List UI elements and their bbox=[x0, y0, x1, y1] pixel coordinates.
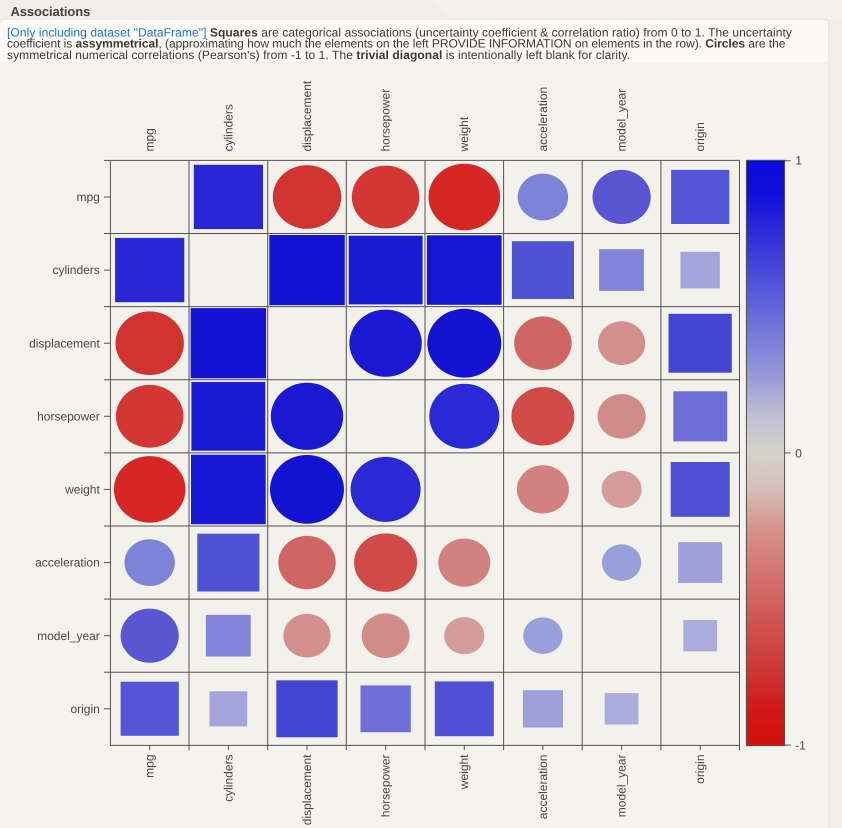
svg-text:horsepower: horsepower bbox=[37, 409, 100, 423]
svg-text:acceleration: acceleration bbox=[35, 556, 100, 570]
svg-text:symmetrical numerical correlat: symmetrical numerical correlations (Pear… bbox=[7, 48, 630, 62]
svg-text:cylinders: cylinders bbox=[52, 263, 99, 277]
svg-text:mpg: mpg bbox=[143, 128, 157, 151]
svg-text:model_year: model_year bbox=[615, 754, 629, 817]
svg-text:origin: origin bbox=[693, 755, 707, 784]
svg-text:displacement: displacement bbox=[300, 754, 314, 825]
svg-text:cylinders: cylinders bbox=[221, 755, 235, 802]
svg-text:origin: origin bbox=[70, 702, 99, 716]
svg-text:weight: weight bbox=[64, 483, 100, 497]
svg-text:mpg: mpg bbox=[143, 755, 157, 778]
svg-text:horsepower: horsepower bbox=[379, 754, 393, 817]
svg-text:acceleration: acceleration bbox=[536, 755, 550, 820]
svg-text:model_year: model_year bbox=[615, 89, 629, 152]
svg-text:-1: -1 bbox=[795, 738, 806, 752]
svg-text:0: 0 bbox=[795, 446, 802, 460]
svg-text:mpg: mpg bbox=[76, 190, 99, 204]
svg-text:horsepower: horsepower bbox=[379, 89, 393, 152]
svg-text:Associations: Associations bbox=[11, 4, 91, 19]
svg-text:coefficient is assymmetrical,: coefficient is assymmetrical, (approxima… bbox=[7, 37, 786, 51]
svg-text:displacement: displacement bbox=[300, 80, 314, 151]
svg-text:cylinders: cylinders bbox=[221, 104, 235, 151]
svg-text:model_year: model_year bbox=[37, 629, 100, 643]
svg-text:1: 1 bbox=[795, 154, 802, 168]
svg-text:weight: weight bbox=[457, 754, 471, 790]
svg-text:acceleration: acceleration bbox=[536, 87, 550, 152]
svg-text:origin: origin bbox=[693, 122, 707, 151]
svg-text:displacement: displacement bbox=[29, 336, 100, 350]
svg-text:weight: weight bbox=[457, 116, 471, 152]
svg-text:[Only including dataset "DataF: [Only including dataset "DataFrame"] Squ… bbox=[7, 25, 792, 39]
